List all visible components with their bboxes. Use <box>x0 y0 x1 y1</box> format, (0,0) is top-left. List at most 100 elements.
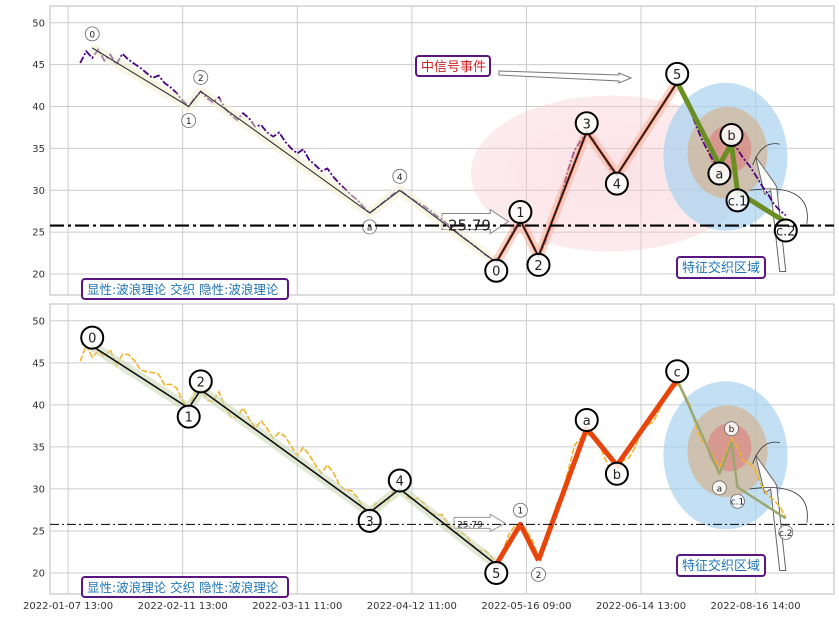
wave-marker-circle <box>508 200 533 225</box>
y-tick-label: 30 <box>32 484 45 495</box>
y-tick-label: 40 <box>32 400 45 411</box>
y-tick-label: 50 <box>32 316 45 327</box>
wave-marker-circle <box>526 252 551 277</box>
x-tick-label: 2022-02-11 13:00 <box>138 601 228 612</box>
wave-marker-circle <box>778 524 794 540</box>
y-tick-label: 40 <box>32 102 45 113</box>
top-event-annotation: 中信号事件 <box>415 55 633 84</box>
wave-marker-circle <box>181 113 197 128</box>
bottom-price-series <box>79 341 787 569</box>
wave-label: a <box>583 414 591 429</box>
y-tick-label: 35 <box>32 144 45 155</box>
y-tick-label: 45 <box>32 60 45 71</box>
y-tick-label: 45 <box>32 358 45 369</box>
wave-marker-circle <box>719 122 744 147</box>
wave-up-start <box>494 521 541 566</box>
top-legend-text: 显性:波浪理论 交织 隐性:波浪理论 <box>87 282 279 297</box>
wave-marker-circle <box>357 508 382 533</box>
wave-marker-circle <box>193 70 209 85</box>
wave-label: 5 <box>673 68 681 83</box>
wave-marker-circle <box>707 161 732 186</box>
ref-arrow-shape <box>453 513 507 533</box>
wave-marker-circle <box>531 566 546 582</box>
wave-label: c.2 <box>779 529 793 539</box>
y-tick-label: 50 <box>32 18 45 29</box>
bottom-legend-box <box>81 576 289 598</box>
wave-label: 3 <box>583 117 591 132</box>
zone-pointer-arrow <box>755 156 787 273</box>
wave-marker-circle <box>730 493 745 509</box>
y-tick-label: 25 <box>32 526 45 537</box>
wave-label: b <box>727 129 735 144</box>
top-reference-price-label: 25.79 <box>448 217 491 235</box>
wave-marker-circle <box>387 468 412 493</box>
wave-label: b <box>613 468 621 483</box>
wave-marker-circle <box>484 258 509 283</box>
x-tick-label: 2022-03-11 11:00 <box>252 601 342 612</box>
top-y-axis: 20 25 30 35 40 45 50 <box>32 18 45 280</box>
wave-label: c.1 <box>731 498 745 508</box>
wave-impulse <box>536 378 680 562</box>
top-event-box <box>415 55 491 77</box>
wave-label: 1 <box>185 411 193 426</box>
wave-marker-circle <box>604 461 629 486</box>
wave-marker-circle <box>725 188 750 213</box>
bottom-zone-box <box>676 554 766 577</box>
wave-marker-circle <box>392 168 408 184</box>
bottom-wave-markers: 0 1 2 3 4 5 1 2 a b c a b c.1 c.2 <box>80 325 794 585</box>
wave-label: a <box>367 223 373 233</box>
bottom-zone-text: 特征交织区域 <box>682 558 760 574</box>
wave-marker-circle <box>484 560 509 585</box>
y-tick-label: 35 <box>32 442 45 453</box>
top-wave-markers: 0 1 2 a 4 0 1 2 3 4 5 a b c.1 c.2 <box>84 26 798 283</box>
x-tick-label: 2022-05-16 09:00 <box>481 601 571 612</box>
arc-line <box>752 441 780 464</box>
wave-label: 1 <box>186 117 192 127</box>
wave-label: a <box>715 168 723 183</box>
wave-marker-circle <box>84 26 100 42</box>
wave-label: b <box>729 425 735 435</box>
wave-marker-circle <box>362 219 378 235</box>
wave-marker-circle <box>665 359 690 384</box>
wave-label: c <box>674 365 681 380</box>
wave-label: 4 <box>613 178 621 193</box>
bottom-legend: 显性:波浪理论 交织 隐性:波浪理论 <box>81 576 289 598</box>
wave-label: 3 <box>365 515 373 530</box>
wave-marker-circle <box>80 325 105 350</box>
bottom-zone-annotation: 特征交织区域 <box>676 554 766 577</box>
wave-marker-circle <box>176 404 201 429</box>
wave-label: c.2 <box>776 225 796 240</box>
wave-label: 2 <box>198 74 204 84</box>
x-tick-label: 2022-08-16 14:00 <box>711 601 801 612</box>
wave-label: 0 <box>89 30 95 40</box>
wave-label: 5 <box>492 567 500 582</box>
wave-down-main <box>91 47 497 263</box>
x-tick-label: 2022-04-12 11:00 <box>367 601 457 612</box>
zone-pointer-arrow <box>755 455 787 571</box>
wave-down-main <box>91 345 497 566</box>
top-zone-box <box>676 256 766 279</box>
bottom-y-axis: 20 25 30 35 40 45 50 <box>32 316 45 579</box>
wave-marker-circle <box>604 171 629 196</box>
wave-marker-circle <box>574 111 599 136</box>
top-zone-annotation: 特征交织区域 <box>676 256 766 279</box>
x-tick-label: 2022-06-14 13:00 <box>596 601 686 612</box>
wave-label: 2 <box>534 259 542 274</box>
y-tick-label: 25 <box>32 228 45 239</box>
arc-line <box>752 143 780 166</box>
wave-marker-circle <box>665 61 690 86</box>
y-tick-label: 20 <box>32 568 45 579</box>
top-event-arrow <box>498 70 633 84</box>
arc-line <box>749 188 808 224</box>
wave-label: c.1 <box>728 194 748 209</box>
bottom-reference-price-label: 25.79 <box>457 520 483 530</box>
x-axis: 2022-01-07 13:00 2022-02-11 13:00 2022-03-… <box>23 601 801 612</box>
y-tick-label: 20 <box>32 270 45 281</box>
bottom-legend-text: 显性:波浪理论 交织 隐性:波浪理论 <box>87 580 279 595</box>
y-tick-label: 30 <box>32 186 45 197</box>
wave-label: 2 <box>536 571 542 581</box>
wave-label: 4 <box>397 173 403 183</box>
wave-label: 1 <box>516 206 524 221</box>
top-legend-box <box>81 278 289 300</box>
